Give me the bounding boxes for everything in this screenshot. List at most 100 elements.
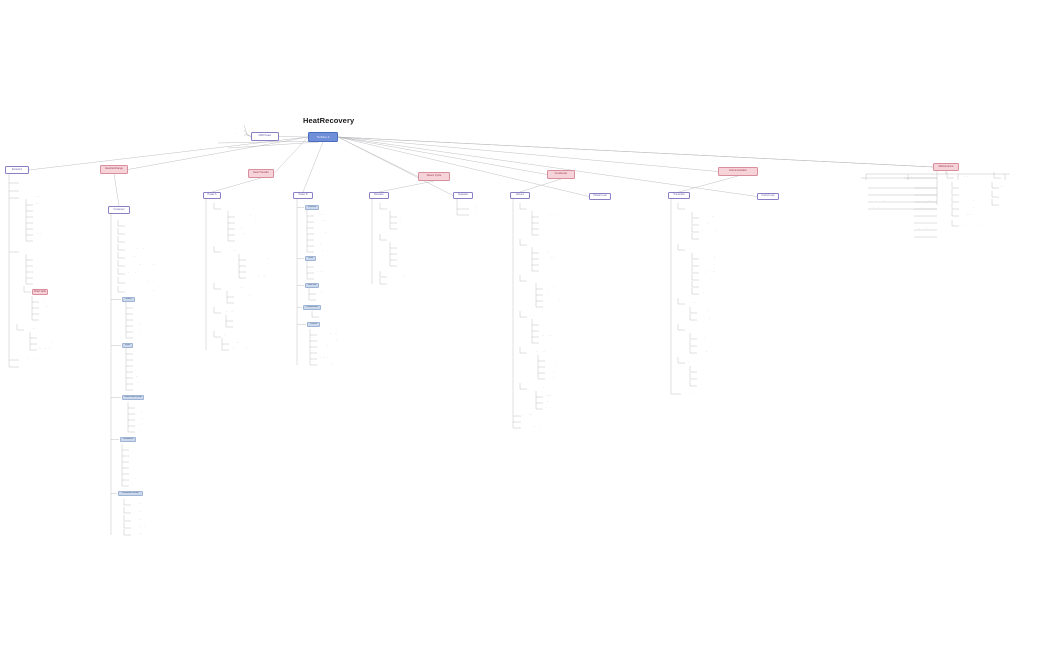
leaf-tube-bundle-assembly: Tube bundle assembly — [211, 143, 230, 144]
leaf-contractor-interface: Contractor interface — [915, 214, 932, 215]
leaf-operating-procedure: Operating procedure — [522, 414, 540, 415]
leaf-steam-dump-line: Steam dump line — [544, 287, 559, 288]
leaf-minimum-flow-line: Minimum flow line — [540, 227, 556, 228]
leaf-waterbox: Waterbox — [540, 263, 549, 264]
leaf-isolation-valve: Isolation valve — [40, 312, 52, 313]
leaf-extraction-steam-control: Extraction steam control — [20, 250, 41, 251]
leaf-impeller: Impeller — [136, 406, 143, 407]
node-pressure[interactable]: Pressure — [305, 205, 319, 210]
leaf-level-gauge: Level gauge — [686, 302, 697, 303]
leaf-moisture: Moisture — [388, 207, 396, 208]
leaf-tube-to-tube-sheet: Tube to tube sheet — [398, 246, 414, 247]
node-temperature[interactable]: Temperature — [303, 305, 321, 310]
leaf-vent-line: Vent line — [34, 270, 42, 271]
node-condenser[interactable]: Condenser — [120, 437, 136, 442]
leaf-high-high: High high — [315, 271, 323, 272]
leaf-tube-cleaning-system: Tube cleaning system — [540, 257, 559, 258]
leaf-bundle: Bundle — [216, 147, 222, 148]
leaf-accuracy-class: Accuracy class — [700, 223, 713, 224]
leaf-flange-joint: Flange joint — [34, 233, 44, 234]
node-level[interactable]: Level — [305, 256, 316, 261]
node-msr-heater[interactable]: MSR Heater — [251, 132, 279, 141]
node-control[interactable]: Control — [307, 322, 320, 327]
leaf-tube-wall-thickness-schedule: Tube wall thickness schedule — [247, 264, 272, 265]
leaf-safety-briefing: Safety briefing — [915, 228, 928, 229]
leaf-thermocouple-type: Thermocouple type — [700, 271, 717, 272]
leaf-steady: Steady — [315, 244, 321, 245]
leaf-condensate-collection-hotwell: Condensate collection hotwell — [126, 240, 152, 241]
node-drain-tank[interactable]: Drain tank — [32, 289, 48, 295]
branch-node-steam-cycle[interactable]: Steam Cycle — [418, 172, 450, 181]
leaf-waterbox-access-manway-cover-plate: Waterbox access manway cover plate — [126, 281, 158, 282]
node-heater-a[interactable]: Heater A — [203, 192, 221, 199]
leaf-air-removal-ejector-system: Air removal ejector system — [126, 248, 149, 249]
leaf-signal-loop: Signal loop — [686, 361, 696, 362]
leaf-resistance-temperature: Resistance temperature — [700, 264, 721, 265]
branch-node-heat-transfer[interactable]: Heat Transfer — [248, 169, 274, 178]
leaf-discharge-header: Discharge header — [40, 306, 55, 307]
branch-node-heater-b[interactable]: Heater B — [293, 192, 313, 199]
node-feedwater-heater[interactable]: Feedwater Heater — [118, 491, 143, 496]
branch-node-instrumentation[interactable]: Instrumentation — [718, 167, 758, 176]
leaf-drain-cooler-approach-value: Drain cooler approach value — [222, 250, 246, 251]
leaf-monitoring-and-diagnostics: Monitoring and diagnostics — [528, 351, 551, 352]
leaf-tube-sheet: Tube sheet — [130, 454, 140, 455]
node-pipes[interactable]: Pipes — [122, 343, 133, 348]
leaf-monitoring-flow-1-fw-drain: Monitoring flow 1 FW drain — [132, 503, 155, 504]
leaf-baseplate: Baseplate — [136, 430, 145, 431]
leaf-interlock-logic: Interlock logic — [318, 345, 330, 346]
leaf-elbow: Elbow — [134, 352, 140, 353]
leaf-terminal-box: Terminal box — [698, 377, 709, 378]
leaf-trip-signal-permissive: Trip signal permissive — [318, 357, 337, 358]
leaf-temperature-detector: Temperature detector — [686, 248, 704, 249]
leaf-normal: Normal — [315, 265, 322, 266]
leaf-screen: Screen — [540, 269, 546, 270]
leaf-records-filing: Records filing — [1002, 176, 1014, 177]
leaf-outage-scope-definition: Outage scope definition — [869, 207, 889, 208]
leaf-support-spring: Support spring — [540, 335, 553, 336]
leaf-thermal-efficiency: Thermal efficiency — [235, 295, 251, 296]
node-valves[interactable]: Valves — [122, 297, 135, 302]
leaf-stem-packing: Stem packing — [134, 330, 146, 331]
leaf-operating-pressure-band: Operating pressure band — [315, 220, 336, 221]
node-transmitter[interactable]: Transmitter — [668, 192, 690, 199]
node-vacuum[interactable]: Vacuum — [510, 192, 530, 199]
leaf-high-pressure-heater: High pressure heater — [34, 203, 52, 204]
branch-node-heat-exchange[interactable]: Heat Exchange — [100, 165, 128, 174]
leaf-work-order-routing: Work order routing — [869, 200, 885, 201]
branch-node-separator[interactable]: Separator — [453, 192, 473, 199]
leaf-terminal-difference: Terminal difference — [236, 239, 252, 240]
branch-node-hotwell-level[interactable]: Hotwell Level — [589, 193, 611, 200]
node-reheater[interactable]: Reheater — [369, 192, 389, 199]
leaf-trend-log: Trend log — [315, 250, 323, 251]
leaf-relief-setting: Relief setting — [315, 232, 326, 233]
root-node[interactable]: Turbine 2 — [308, 132, 338, 142]
branch-node-control-loop[interactable]: Control Loop — [757, 193, 779, 200]
leaf-flow-straightener: Flow straightener — [698, 351, 713, 352]
leaf-data-retention-archive: Data retention archive — [1000, 203, 1019, 204]
leaf-steam-extraction-point: Steam extraction point — [20, 189, 39, 190]
node-heater-drain-pump[interactable]: Heater drain pump — [122, 395, 144, 400]
branch-node-maintenance[interactable]: Maintenance — [933, 163, 959, 171]
leaf-shell-side-pressure-drop: Shell side pressure drop — [236, 221, 257, 222]
leaf-heater-drain: Heater drain — [34, 264, 45, 265]
leaf-eddy-current-result: Eddy current result — [544, 401, 560, 402]
leaf-condensate-return-line: Condensate return line — [20, 365, 40, 366]
leaf-vibration-reading: Vibration reading — [960, 207, 975, 208]
leaf-scope: Scope — [915, 186, 921, 187]
branch-node-condenser[interactable]: Condenser — [547, 170, 575, 179]
leaf-measured: Measured — [317, 298, 326, 299]
leaf-automatic-manual-selection-override: Automatic manual selection override — [318, 351, 349, 352]
leaf-suction: Suction — [540, 221, 547, 222]
node-flow-rate[interactable]: Flow rate — [305, 283, 319, 288]
leaf-calibration-range: Calibration range — [700, 216, 715, 217]
leaf-design: Design — [317, 292, 323, 293]
leaf-reference-leg: Reference leg — [698, 318, 710, 319]
leaf-waterbox: Waterbox — [130, 460, 139, 461]
branch-node-extraction[interactable]: Extraction — [5, 166, 29, 174]
node-condenser[interactable]: Condenser — [108, 206, 130, 214]
leaf-response-time-test: Response time test — [700, 292, 717, 293]
leaf-permit-to-work: Permit to work — [915, 221, 928, 222]
leaf-monitoring-drain-2-fw-vent: Monitoring drain 2 FW vent — [132, 511, 155, 512]
